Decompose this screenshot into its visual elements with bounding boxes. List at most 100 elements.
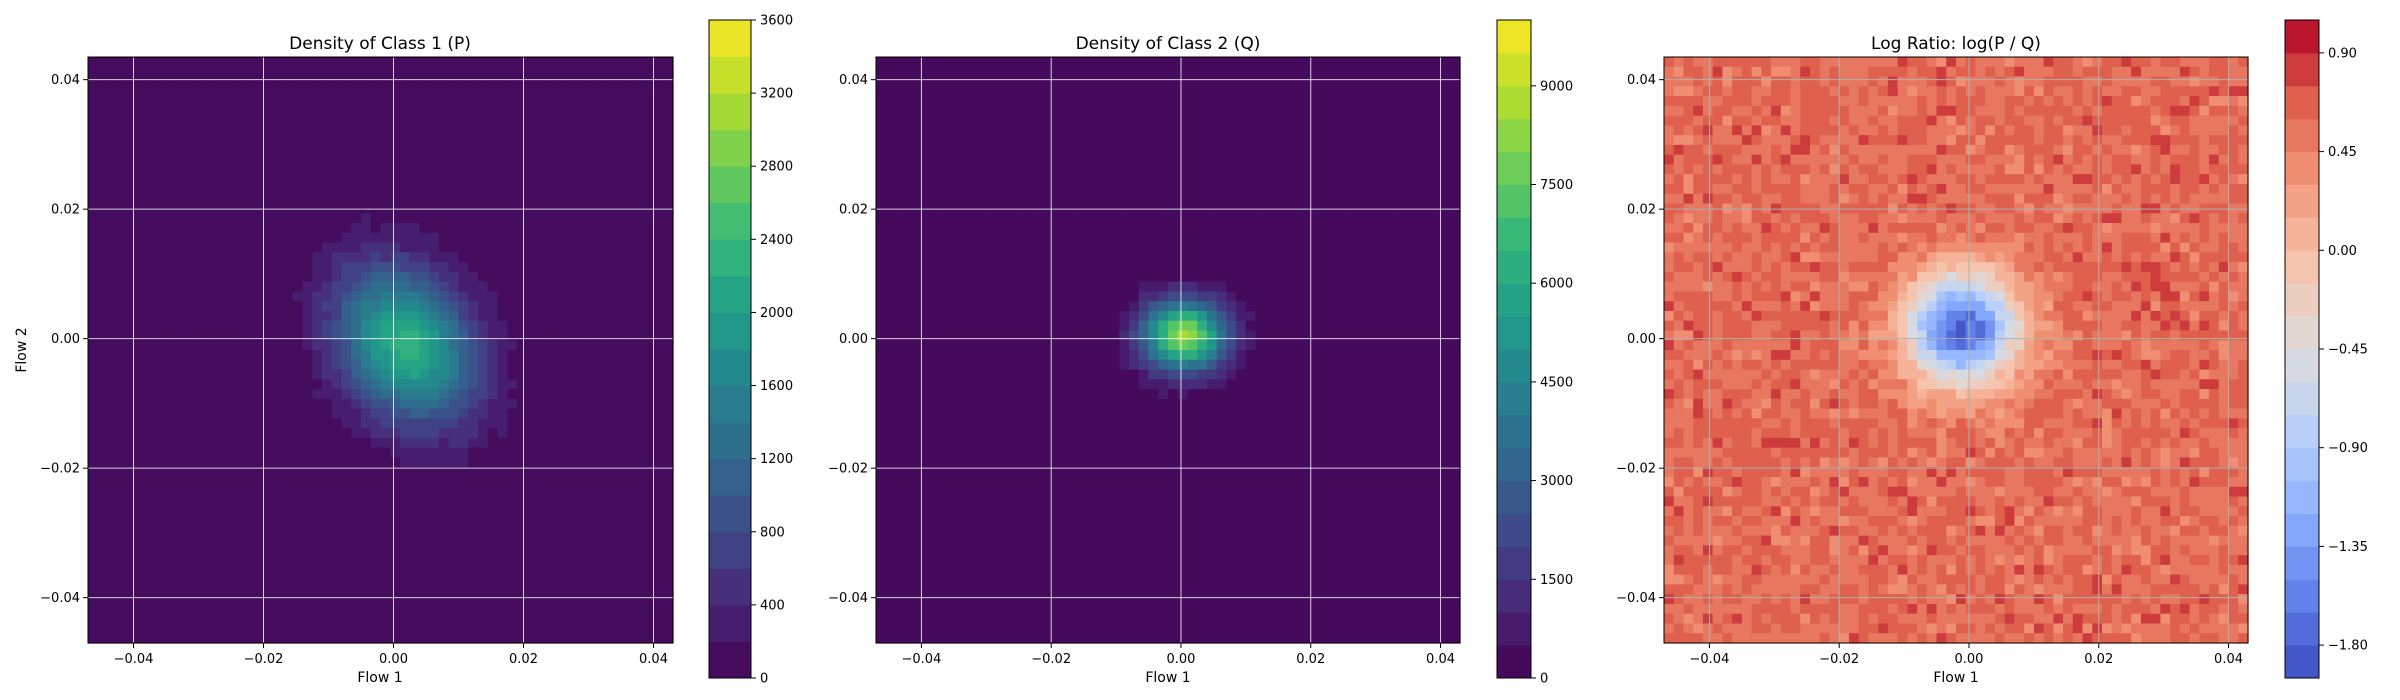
heatmap-cell (1002, 633, 1013, 644)
heatmap-cell (914, 57, 926, 68)
heatmap-cell (195, 271, 206, 283)
heatmap-cell (341, 105, 352, 117)
heatmap-cell (234, 457, 245, 468)
heatmap-cell (1002, 96, 1013, 107)
heatmap-cell (166, 125, 177, 136)
heatmap-cell (380, 623, 391, 634)
heatmap-cell (546, 183, 557, 195)
heatmap-cell (263, 555, 274, 566)
heatmap-cell (205, 242, 216, 253)
heatmap-cell (224, 545, 235, 556)
heatmap-cell (283, 76, 294, 87)
heatmap-cell (604, 506, 616, 517)
heatmap-cell (166, 603, 177, 615)
heatmap-cell (885, 340, 897, 351)
heatmap-cell (585, 115, 596, 126)
heatmap-cell (458, 281, 469, 292)
heatmap-cell (214, 144, 226, 156)
heatmap-cell (234, 144, 245, 156)
heatmap-cell (585, 603, 596, 615)
heatmap-cell (526, 379, 538, 390)
heatmap-cell (497, 193, 508, 205)
heatmap-cell (1031, 545, 1043, 556)
heatmap-cell (429, 428, 440, 439)
heatmap-cell (536, 506, 547, 517)
heatmap-cell (924, 516, 935, 527)
heatmap-cell (214, 350, 226, 361)
heatmap-cell (88, 105, 99, 117)
heatmap-cell (624, 281, 635, 292)
heatmap-cell (653, 96, 664, 107)
heatmap-cell (507, 96, 518, 107)
heatmap-cell (175, 594, 187, 605)
heatmap-cell (419, 398, 430, 410)
heatmap-cell (419, 262, 430, 273)
heatmap-cell (185, 545, 196, 556)
heatmap-cell (905, 564, 916, 576)
heatmap-cell (409, 408, 421, 419)
heatmap-cell (205, 584, 216, 595)
heatmap-cell (253, 193, 265, 205)
heatmap-cell (507, 291, 518, 302)
heatmap-cell (1022, 330, 1033, 341)
heatmap-cell (487, 545, 499, 556)
heatmap-cell (468, 271, 479, 283)
heatmap-cell (331, 115, 343, 126)
heatmap-cell (914, 86, 926, 97)
heatmap-cell (643, 613, 655, 625)
heatmap-cell (885, 633, 897, 644)
heatmap-cell (253, 633, 265, 644)
heatmap-cell (439, 496, 450, 507)
heatmap-cell (331, 76, 343, 87)
heatmap-cell (1022, 310, 1033, 322)
heatmap-cell (331, 105, 343, 117)
heatmap-cell (136, 369, 148, 380)
heatmap-cell (185, 613, 196, 625)
heatmap-cell (895, 603, 906, 615)
heatmap-cell (914, 574, 926, 585)
heatmap-cell (565, 613, 577, 625)
heatmap-cell (224, 164, 235, 175)
heatmap-cell (234, 535, 245, 546)
heatmap-cell (331, 350, 343, 361)
heatmap-cell (1041, 174, 1052, 185)
heatmap-cell (614, 584, 625, 595)
heatmap-cell (390, 603, 401, 615)
heatmap-cell (526, 613, 538, 625)
heatmap-cell (468, 57, 479, 68)
heatmap-cell (273, 486, 284, 498)
heatmap-cell (1051, 496, 1062, 507)
heatmap-cell (302, 623, 313, 634)
heatmap-cell (992, 310, 1004, 322)
heatmap-cell (458, 476, 469, 488)
heatmap-cell (663, 506, 674, 517)
heatmap-cell (439, 623, 450, 634)
heatmap-cell (88, 174, 99, 185)
heatmap-cell (107, 105, 118, 117)
heatmap-cell (205, 125, 216, 136)
heatmap-cell (934, 467, 945, 478)
heatmap-cell (448, 613, 460, 625)
heatmap-cell (478, 359, 489, 371)
heatmap-cell (312, 183, 323, 195)
heatmap-cell (1041, 359, 1052, 371)
heatmap-cell (1031, 310, 1043, 322)
y-axis-label: Flow 2 (14, 327, 30, 372)
heatmap-cell (341, 603, 352, 615)
heatmap-cell (653, 86, 664, 97)
heatmap-cell (905, 398, 916, 410)
heatmap-cell (409, 242, 421, 253)
heatmap-cell (663, 154, 674, 166)
heatmap-cell (487, 115, 499, 126)
heatmap-cell (448, 379, 460, 390)
heatmap-cell (409, 164, 421, 175)
heatmap-cell (526, 584, 538, 595)
heatmap-cell (653, 516, 664, 527)
heatmap-cell (448, 506, 460, 517)
heatmap-cell (468, 389, 479, 400)
heatmap-cell (380, 379, 391, 390)
heatmap-cell (117, 105, 128, 117)
colorbar-level (709, 604, 751, 642)
heatmap-cell (468, 135, 479, 146)
heatmap-cell (1070, 125, 1081, 136)
